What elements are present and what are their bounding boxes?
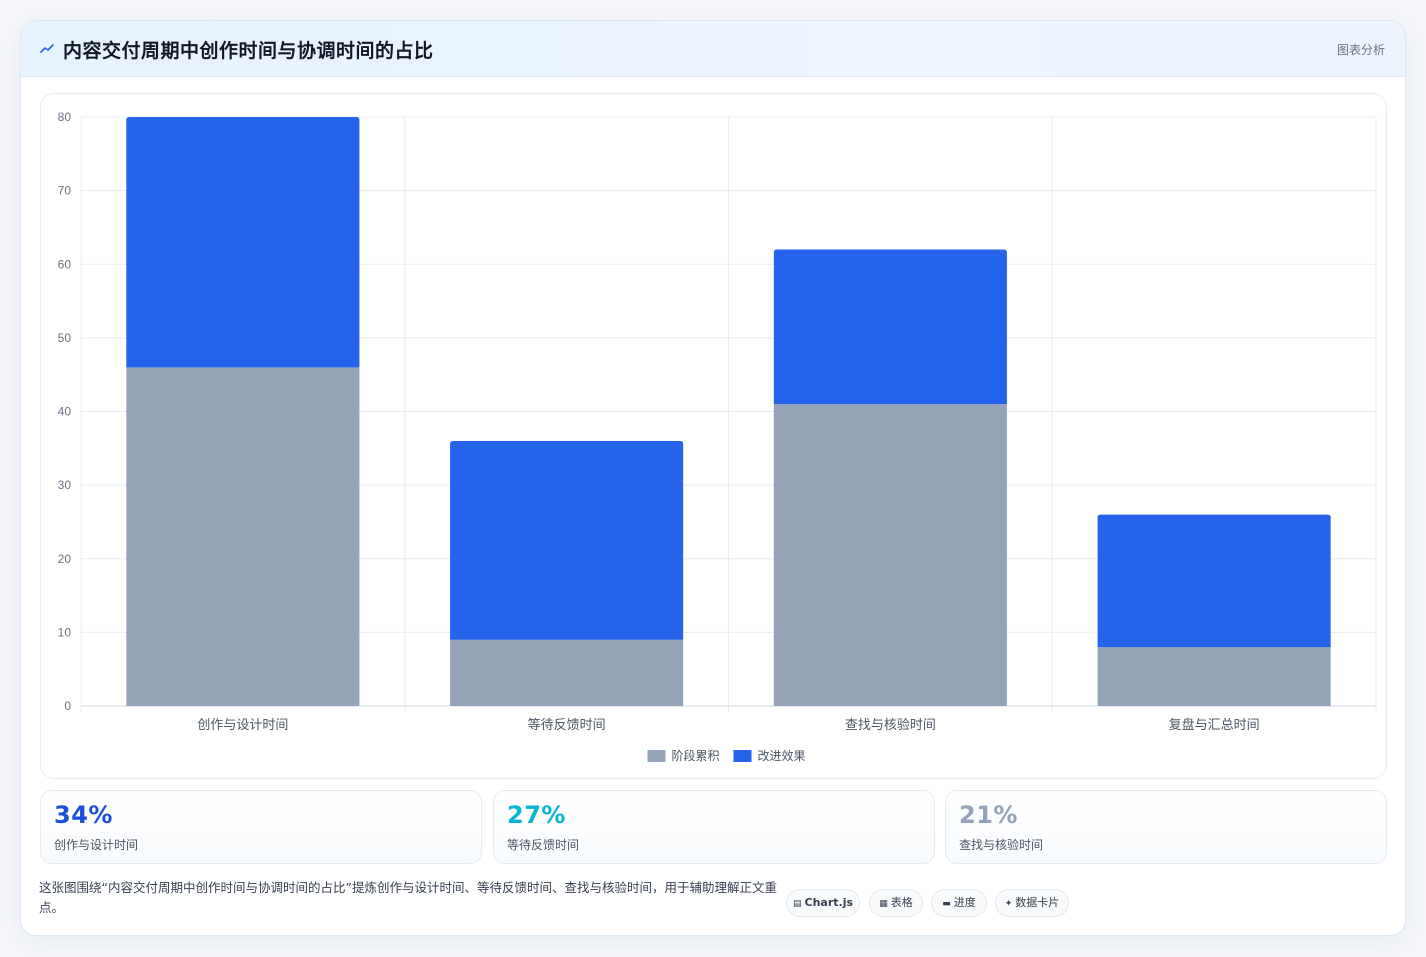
y-tick-label: 30 xyxy=(58,478,72,492)
bar-segment-improve xyxy=(126,117,360,368)
stat-value: 21% xyxy=(959,801,1018,829)
page-title: 内容交付周期中创作时间与协调时间的占比 xyxy=(63,40,434,62)
card-header: 内容交付周期中创作时间与协调时间的占比 图表分析 xyxy=(21,21,1405,77)
x-tick-label: 查找与核验时间 xyxy=(845,717,936,732)
y-tick-label: 50 xyxy=(58,331,72,345)
chart-card: 内容交付周期中创作时间与协调时间的占比 图表分析 0 10 20 30 40 50 60 70… xyxy=(20,20,1406,936)
y-tick-label: 10 xyxy=(58,625,72,639)
chip-table[interactable]: ▦ 表格 xyxy=(869,889,923,917)
y-tick-label: 80 xyxy=(58,110,72,124)
stat-label: 等待反馈时间 xyxy=(507,838,580,852)
bar-segment-stage xyxy=(1097,647,1331,706)
y-tick-label: 60 xyxy=(58,257,72,271)
stat-label: 创作与设计时间 xyxy=(54,838,139,852)
x-tick-label: 复盘与汇总时间 xyxy=(1169,717,1260,732)
legend-swatch xyxy=(733,750,752,762)
chip-label: Chart.js xyxy=(804,896,854,909)
y-tick-label: 70 xyxy=(58,184,72,198)
stat-label: 查找与核验时间 xyxy=(959,838,1044,852)
legend-label: 阶段累积 xyxy=(672,748,720,763)
chip-label: 数据卡片 xyxy=(1015,896,1060,909)
sparkle-icon: ✦ xyxy=(1004,899,1013,909)
y-tick-label: 0 xyxy=(64,699,71,713)
chip-label: 进度 xyxy=(953,896,976,909)
table-icon: ▦ xyxy=(879,899,888,909)
chip-data-card[interactable]: ✦ 数据卡片 xyxy=(995,889,1069,917)
bar-segment-stage xyxy=(773,404,1007,706)
bar-segment-stage xyxy=(126,367,360,706)
stat-value: 34% xyxy=(54,801,113,829)
stat-card-2: 27% 等待反馈时间 xyxy=(493,790,935,864)
x-tick-label: 创作与设计时间 xyxy=(197,717,288,732)
y-tick-label: 20 xyxy=(58,552,72,566)
chip-chartjs[interactable]: ▤ Chart.js xyxy=(786,889,860,917)
bar-segment-improve xyxy=(1097,514,1331,648)
bar-segment-improve xyxy=(450,440,684,640)
stat-value: 27% xyxy=(507,801,566,829)
chart-panel: 0 10 20 30 40 50 60 70 80 创作与设计时间 等待反馈时间 查找与核验时间 复盘与… xyxy=(40,93,1387,779)
progress-icon: ▬ xyxy=(942,899,951,909)
chip-progress[interactable]: ▬ 进度 xyxy=(931,889,987,917)
y-tick-label: 40 xyxy=(58,405,72,419)
x-tick-label: 等待反馈时间 xyxy=(528,717,606,732)
chip-label: 表格 xyxy=(890,896,913,909)
legend-swatch xyxy=(647,750,666,762)
bar-segment-improve xyxy=(773,249,1007,405)
stat-card-3: 21% 查找与核验时间 xyxy=(945,790,1387,864)
stat-card-1: 34% 创作与设计时间 xyxy=(40,790,482,864)
footer-note: 这张图围绕“内容交付周期中创作时间与协调时间的占比”提炼创作与设计时间、等待反馈… xyxy=(39,880,777,915)
chart-line-icon xyxy=(40,42,54,56)
header-tag: 图表分析 xyxy=(1336,43,1385,57)
chart-icon: ▤ xyxy=(792,899,802,909)
legend-label: 改进效果 xyxy=(758,748,806,763)
bar-segment-stage xyxy=(450,639,684,706)
stacked-bar-chart: 0 10 20 30 40 50 60 70 80 创作与设计时间 等待反馈时间 查找与核验时间 复盘与… xyxy=(58,110,1377,763)
